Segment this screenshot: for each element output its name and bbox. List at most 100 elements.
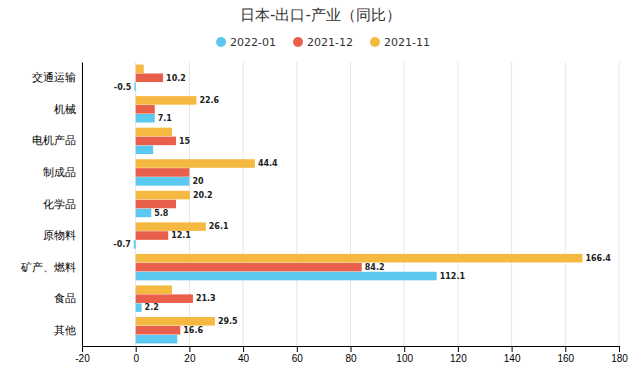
data-label: 166.4: [585, 254, 611, 263]
y-tick-label: 食品: [54, 292, 76, 304]
y-axis-line: [82, 63, 83, 347]
bar: [136, 73, 163, 82]
y-tick-label: 交通运输: [32, 71, 76, 83]
bar: [136, 65, 144, 74]
legend-label: 2021-11: [384, 36, 430, 49]
y-tick: 化学品: [43, 198, 82, 210]
x-tick: -20: [75, 346, 90, 364]
bar: [136, 200, 176, 209]
grid: [82, 62, 619, 346]
x-tick: 180: [611, 346, 628, 364]
grid-line: [511, 62, 512, 346]
x-tick: 20: [184, 346, 196, 364]
x-tick-label: 40: [238, 353, 250, 364]
x-tick-label: 100: [396, 353, 413, 364]
data-label: 5.8: [154, 209, 169, 218]
legend-swatch: [370, 37, 380, 47]
x-tick-mark: [404, 346, 405, 352]
bar: [136, 137, 176, 146]
x-tick-mark: [82, 346, 83, 352]
legend-label: 2021-12: [307, 36, 353, 49]
data-label: -0.7: [113, 240, 130, 249]
bar: [136, 96, 197, 105]
x-tick: 160: [557, 346, 574, 364]
title: 日本-出口-产业（同比）: [240, 6, 401, 24]
chart: 日本-出口-产业（同比）2022-012021-122021-11-0.57.1…: [0, 0, 641, 372]
y-tick-label: 电机产品: [32, 134, 76, 146]
data-label: 20: [192, 177, 204, 186]
bar: [136, 168, 190, 177]
data-label: 12.1: [171, 231, 191, 240]
x-tick-mark: [619, 346, 620, 352]
plot-area: -0.57.1205.8-0.7112.12.210.21512.184.221…: [20, 62, 628, 364]
x-tick-label: 180: [611, 353, 628, 364]
bar: [136, 105, 155, 114]
x-tick-mark: [136, 346, 137, 352]
x-tick: 40: [238, 346, 250, 364]
y-tick: 制成品: [43, 166, 82, 178]
x-tick: 80: [345, 346, 357, 364]
y-tick-label: 机械: [54, 103, 76, 115]
bar: [136, 159, 255, 168]
x-tick-mark: [512, 346, 513, 352]
x-tick: 100: [396, 346, 413, 364]
data-label: 44.4: [258, 159, 278, 168]
legend-item: 2021-12: [293, 36, 353, 49]
y-tick-label: 化学品: [43, 198, 76, 210]
y-tick-label: 矿产、燃料: [20, 261, 76, 273]
bar: [134, 240, 136, 249]
x-tick-label: 120: [450, 353, 467, 364]
y-tick: 食品: [54, 292, 82, 304]
y-tick: 原物料: [43, 229, 82, 241]
grid-line: [243, 62, 244, 346]
x-tick-mark: [565, 346, 566, 352]
bar: [136, 209, 152, 218]
grid-line: [82, 62, 83, 346]
x-tick-label: 0: [133, 353, 139, 364]
data-label: 29.5: [218, 317, 238, 326]
bar: [136, 146, 153, 155]
data-label: 2.2: [145, 303, 159, 312]
x-tick: 120: [450, 346, 467, 364]
grid-line: [404, 62, 405, 346]
grid-line: [350, 62, 351, 346]
legend-swatch: [293, 37, 303, 47]
data-label: 20.2: [193, 191, 213, 200]
bar: [136, 335, 178, 344]
grid-line: [619, 62, 620, 346]
y-tick: 机械: [54, 103, 82, 115]
x-tick: 140: [504, 346, 521, 364]
bar: [136, 303, 142, 312]
data-label: 112.1: [440, 272, 466, 281]
x-tick-mark: [297, 346, 298, 352]
grid-line: [457, 62, 458, 346]
y-tick: 交通运输: [32, 71, 82, 83]
bar: [136, 317, 215, 326]
y-tick-label: 其他: [54, 324, 76, 336]
grid-line: [565, 62, 566, 346]
data-label: 26.1: [209, 222, 229, 231]
grid-line: [296, 62, 297, 346]
bar: [136, 222, 206, 231]
bar: [136, 128, 172, 137]
data-label: 22.6: [199, 96, 219, 105]
data-label: 16.6: [183, 326, 203, 335]
data-labels: -0.57.1205.8-0.7112.12.210.21512.184.221…: [113, 74, 611, 335]
data-label: 15: [179, 137, 191, 146]
x-tick-mark: [189, 346, 190, 352]
x-tick-label: -20: [75, 353, 90, 364]
y-axis: 交通运输机械电机产品制成品化学品原物料矿产、燃料食品其他: [20, 63, 83, 347]
x-tick-label: 140: [504, 353, 521, 364]
x-tick-label: 60: [292, 353, 304, 364]
data-label: 10.2: [166, 74, 186, 83]
legend-label: 2022-01: [230, 36, 276, 49]
data-label: 84.2: [365, 263, 385, 272]
legend-item: 2021-11: [370, 36, 430, 49]
y-tick: 电机产品: [32, 134, 82, 146]
bar: [136, 114, 155, 123]
bar: [136, 263, 362, 272]
bar: [136, 177, 190, 186]
bars: [134, 65, 583, 344]
data-label: -0.5: [114, 83, 132, 92]
x-tick-mark: [458, 346, 459, 352]
